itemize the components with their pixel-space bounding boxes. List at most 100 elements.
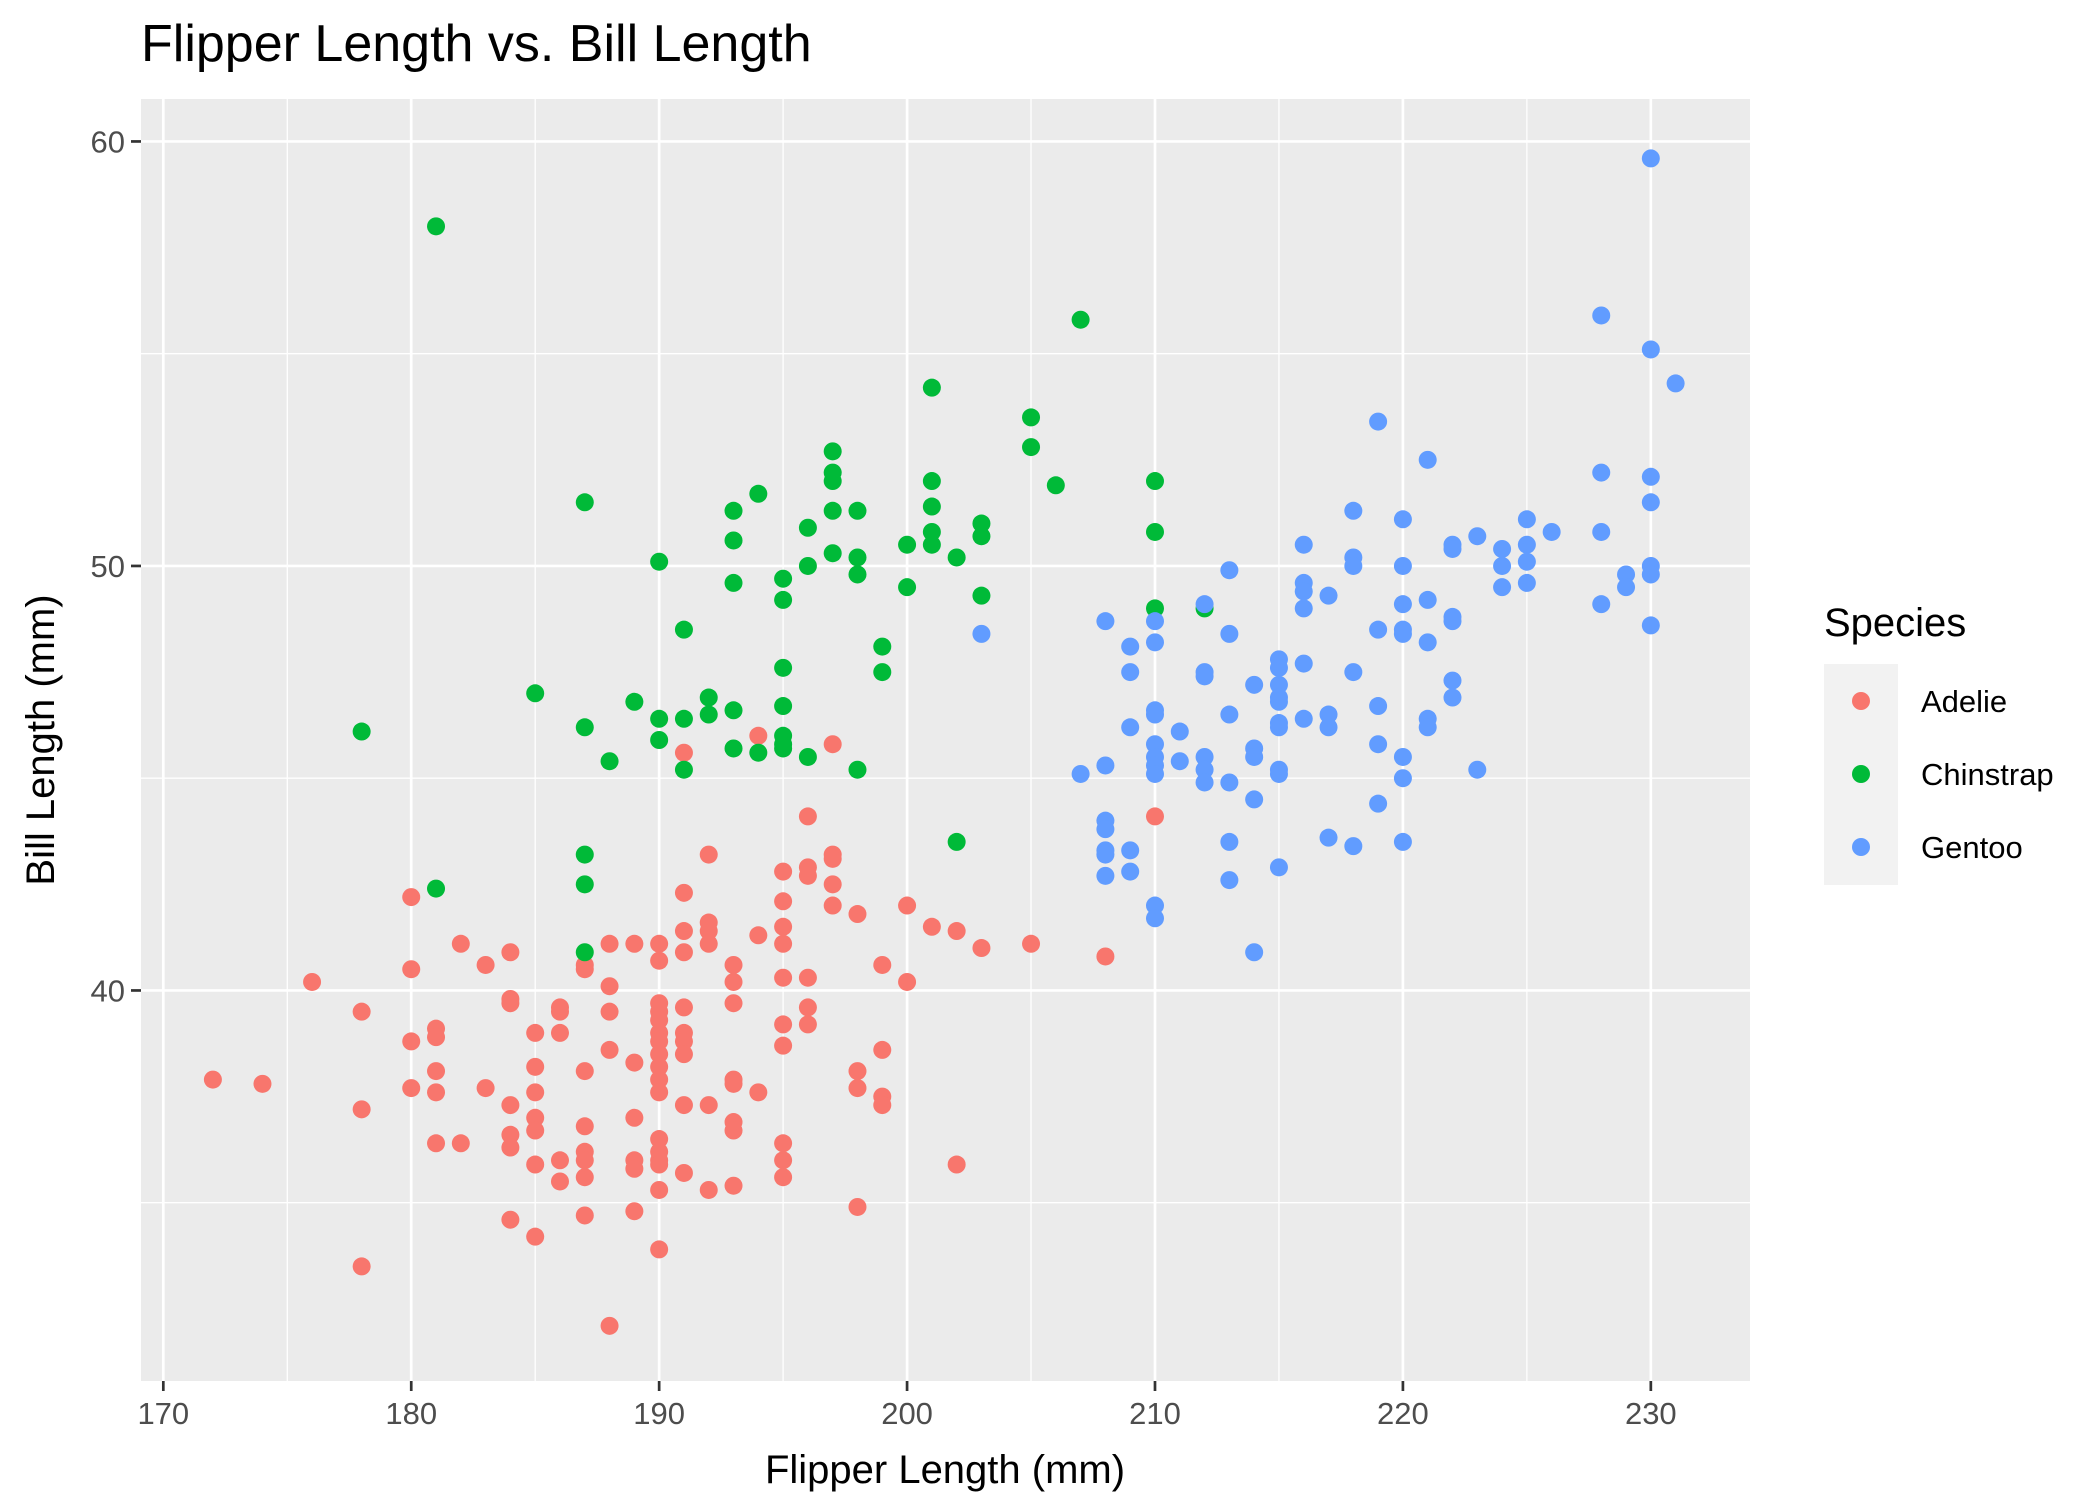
data-point [774, 658, 793, 677]
data-point [1294, 709, 1313, 728]
data-point [922, 378, 941, 397]
data-point [1145, 909, 1164, 928]
data-point [774, 1015, 793, 1034]
data-point [1096, 612, 1115, 631]
data-point [650, 709, 669, 728]
data-point [1443, 539, 1462, 558]
data-point [1641, 493, 1660, 512]
data-point [1592, 463, 1611, 482]
data-point [1418, 590, 1437, 609]
data-point [600, 1002, 619, 1021]
x-tick-label: 230 [1625, 1396, 1677, 1431]
data-point [1542, 522, 1561, 541]
data-point [1220, 624, 1239, 643]
data-point [1245, 790, 1264, 809]
data-point [427, 879, 446, 898]
data-point [1022, 408, 1041, 427]
data-point [1195, 595, 1214, 614]
data-point [1418, 633, 1437, 652]
data-point [798, 556, 817, 575]
data-point [1418, 450, 1437, 469]
data-point [848, 1062, 867, 1081]
data-point [352, 1257, 371, 1276]
data-point [451, 1134, 470, 1153]
data-point [674, 743, 693, 762]
data-point [1096, 756, 1115, 775]
legend-key-adelie [1852, 692, 1870, 710]
data-point [674, 1096, 693, 1115]
data-point [774, 590, 793, 609]
data-point [873, 663, 892, 682]
data-point [650, 1180, 669, 1199]
legend-title: Species [1824, 601, 1966, 645]
data-point [1145, 612, 1164, 631]
legend-items: Adelie Chinstrap Gentoo [1852, 684, 2054, 865]
data-point [774, 968, 793, 987]
data-point [774, 934, 793, 953]
data-point [575, 875, 594, 894]
y-tick-label: 40 [91, 973, 125, 1008]
data-point [650, 1130, 669, 1149]
data-point [848, 1197, 867, 1216]
data-point [1022, 438, 1041, 457]
data-point [873, 637, 892, 656]
data-point [972, 527, 991, 546]
data-point [848, 548, 867, 567]
data-point [1393, 832, 1412, 851]
data-point [774, 739, 793, 758]
x-tick-label: 200 [881, 1396, 933, 1431]
data-point [1195, 667, 1214, 686]
data-point [798, 1015, 817, 1034]
data-point [749, 726, 768, 745]
data-point [600, 1316, 619, 1335]
data-point [575, 1206, 594, 1225]
data-point [1245, 675, 1264, 694]
data-point [1220, 773, 1239, 792]
data-point [526, 684, 545, 703]
data-point [1443, 612, 1462, 631]
data-point [1046, 476, 1065, 495]
data-point [1592, 306, 1611, 325]
data-point [1393, 510, 1412, 529]
data-point [1617, 565, 1636, 584]
data-point [600, 977, 619, 996]
series-chinstrap [352, 217, 1214, 962]
data-point [848, 1079, 867, 1098]
data-point [898, 535, 917, 554]
data-point [1096, 866, 1115, 885]
data-point [699, 922, 718, 941]
data-points [203, 149, 1685, 1335]
data-point [427, 217, 446, 236]
data-point [1393, 624, 1412, 643]
data-point [1369, 697, 1388, 716]
data-point [1145, 764, 1164, 783]
data-point [1145, 807, 1164, 826]
data-point [1245, 747, 1264, 766]
data-point [650, 1070, 669, 1089]
data-point [1294, 582, 1313, 601]
data-point [427, 1028, 446, 1047]
data-point [1319, 718, 1338, 737]
data-point [972, 586, 991, 605]
data-point [774, 697, 793, 716]
data-point [600, 1040, 619, 1059]
data-point [1269, 718, 1288, 737]
data-point [1269, 658, 1288, 677]
data-point [451, 934, 470, 953]
y-axis: 40 50 60 [91, 124, 141, 1008]
data-point [1294, 535, 1313, 554]
data-point [476, 955, 495, 974]
data-point [823, 896, 842, 915]
data-point [1468, 760, 1487, 779]
data-point [724, 1176, 743, 1195]
data-point [1145, 633, 1164, 652]
data-point [1121, 637, 1140, 656]
data-point [1319, 705, 1338, 724]
y-axis-title: Bill Length (mm) [19, 594, 63, 885]
data-point [526, 1227, 545, 1246]
data-point [575, 1151, 594, 1170]
data-point [550, 1151, 569, 1170]
data-point [526, 1057, 545, 1076]
data-point [1195, 773, 1214, 792]
data-point [724, 994, 743, 1013]
